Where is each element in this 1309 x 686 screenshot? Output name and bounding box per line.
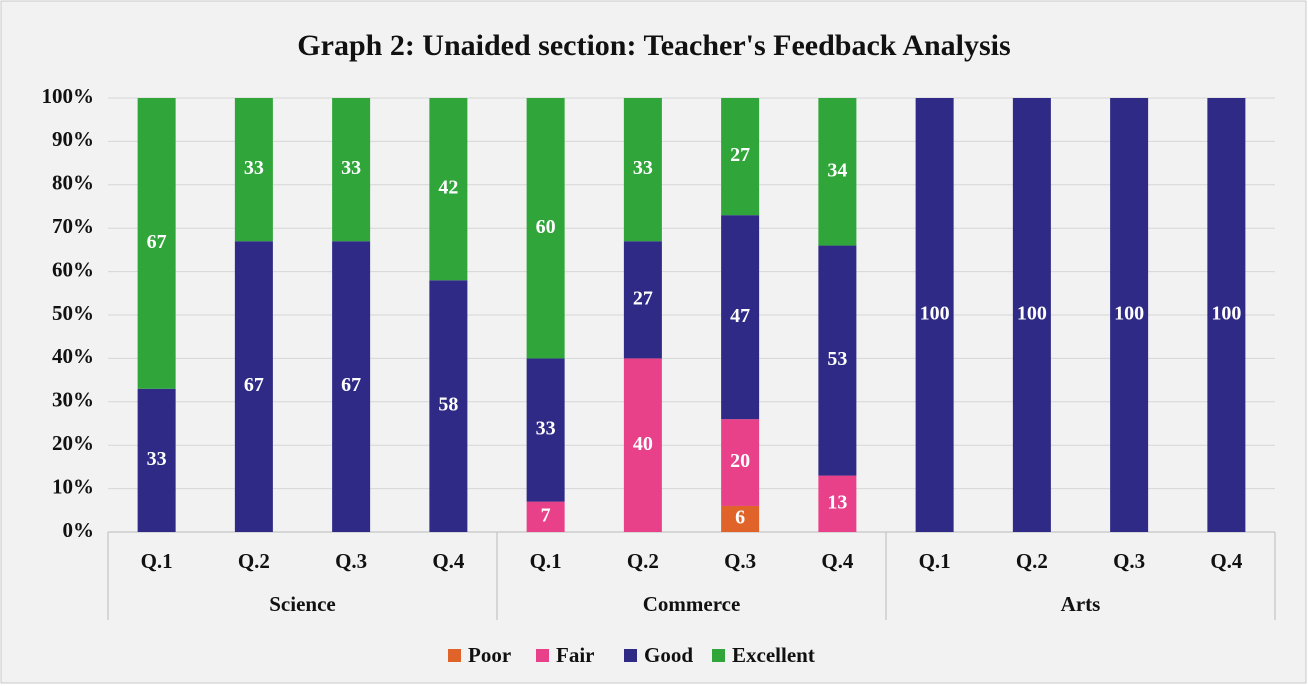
bar-segment — [818, 475, 857, 532]
bar-segment — [332, 241, 371, 532]
y-tick-label: 100% — [42, 84, 95, 108]
data-label: 100 — [920, 303, 950, 325]
x-tick-label: Q.1 — [141, 549, 173, 573]
legend-swatch — [448, 649, 461, 662]
bar-segment — [526, 501, 565, 532]
group-label: Science — [269, 592, 335, 616]
group-label: Arts — [1061, 592, 1101, 616]
data-label: 67 — [147, 231, 167, 253]
data-label: 67 — [244, 374, 264, 396]
x-tick-label: Q.4 — [432, 549, 465, 573]
y-tick-label: 10% — [52, 474, 94, 498]
group-label: Commerce — [643, 592, 741, 616]
bar-segment — [721, 98, 760, 216]
legend-label: Poor — [468, 643, 511, 667]
y-tick-label: 70% — [52, 214, 94, 238]
y-tick-label: 60% — [52, 257, 94, 281]
data-label: 7 — [541, 504, 551, 526]
data-label: 40 — [633, 433, 653, 455]
data-label: 33 — [341, 157, 361, 179]
bar-segment — [721, 505, 760, 532]
legend-swatch — [536, 649, 549, 662]
bar-segment — [1012, 98, 1051, 532]
data-label: 6 — [735, 507, 745, 529]
legend-label: Excellent — [732, 643, 815, 667]
bar-segment — [526, 98, 565, 359]
data-label: 27 — [730, 144, 750, 166]
legend-swatch — [624, 649, 637, 662]
data-label: 13 — [827, 491, 847, 513]
x-tick-label: Q.3 — [724, 549, 756, 573]
data-label: 67 — [341, 374, 361, 396]
x-tick-label: Q.4 — [821, 549, 854, 573]
x-tick-label: Q.2 — [627, 549, 659, 573]
data-label: 60 — [536, 216, 556, 238]
bar-segment — [526, 358, 565, 502]
x-tick-label: Q.4 — [1210, 549, 1243, 573]
data-label: 33 — [536, 418, 556, 440]
bar-segment — [721, 215, 760, 420]
x-tick-label: Q.2 — [1016, 549, 1048, 573]
x-tick-label: Q.1 — [919, 549, 951, 573]
bar-segment — [429, 280, 468, 532]
bar-segment — [1207, 98, 1246, 532]
y-tick-label: 80% — [52, 171, 94, 195]
y-tick-label: 20% — [52, 431, 94, 455]
y-tick-label: 90% — [52, 127, 94, 151]
data-label: 33 — [244, 157, 264, 179]
data-label: 100 — [1114, 303, 1144, 325]
data-label: 33 — [633, 157, 653, 179]
bar-segment — [818, 245, 857, 476]
bar-segment — [234, 98, 273, 242]
bar-segment — [234, 241, 273, 532]
data-label: 20 — [730, 450, 750, 472]
bar-segment — [332, 98, 371, 242]
bar-segment — [1110, 98, 1149, 532]
y-tick-label: 50% — [52, 301, 94, 325]
y-tick-label: 40% — [52, 344, 94, 368]
y-tick-label: 0% — [63, 518, 95, 542]
data-label: 53 — [827, 348, 847, 370]
legend-swatch — [712, 649, 725, 662]
x-tick-label: Q.2 — [238, 549, 270, 573]
data-label: 42 — [438, 177, 458, 199]
bar-segment — [623, 241, 662, 359]
data-label: 27 — [633, 287, 653, 309]
bar-segment — [137, 98, 176, 389]
legend-label: Good — [644, 643, 693, 667]
bar-segment — [137, 388, 176, 532]
data-label: 100 — [1017, 303, 1047, 325]
data-label: 33 — [147, 448, 167, 470]
data-label: 58 — [438, 394, 458, 416]
bar-segment — [623, 358, 662, 532]
data-label: 100 — [1211, 303, 1241, 325]
bar-segment — [429, 98, 468, 281]
bar-segment — [818, 98, 857, 246]
bar-segment — [915, 98, 954, 532]
chart-title: Graph 2: Unaided section: Teacher's Feed… — [297, 29, 1010, 62]
bar-segment — [721, 419, 760, 506]
data-label: 47 — [730, 305, 750, 327]
x-tick-label: Q.1 — [530, 549, 562, 573]
x-tick-label: Q.3 — [335, 549, 367, 573]
x-tick-label: Q.3 — [1113, 549, 1145, 573]
data-label: 34 — [827, 159, 847, 181]
bar-segment — [623, 98, 662, 242]
y-tick-label: 30% — [52, 388, 94, 412]
legend-label: Fair — [556, 643, 594, 667]
